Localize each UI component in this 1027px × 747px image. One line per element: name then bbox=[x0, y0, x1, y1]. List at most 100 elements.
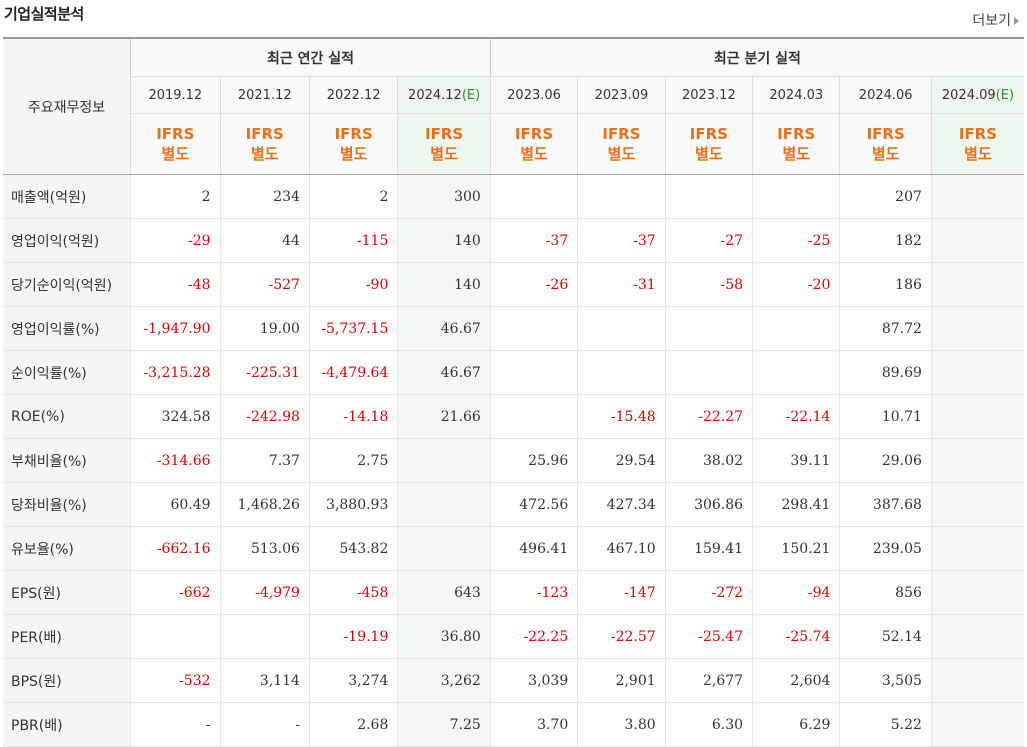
value-cell: -4,479.64 bbox=[308, 350, 398, 395]
value-cell: -25.47 bbox=[664, 614, 753, 659]
value-cell: 38.02 bbox=[664, 438, 753, 483]
value-cell: -19.19 bbox=[308, 614, 398, 659]
value-cell: 472.56 bbox=[489, 482, 578, 527]
value-cell: -25.74 bbox=[752, 614, 840, 659]
row-label: 순이익률(%) bbox=[3, 350, 131, 395]
value-cell: 3,880.93 bbox=[308, 482, 398, 527]
accounting-tag: IFRS 별도 bbox=[577, 113, 666, 175]
value-cell: 25.96 bbox=[489, 438, 578, 483]
value-cell: 324.58 bbox=[130, 394, 221, 439]
accounting-tag: IFRS 별도 bbox=[489, 113, 578, 175]
value-cell bbox=[489, 174, 578, 219]
value-cell bbox=[489, 394, 578, 439]
period-header: 2019.12 bbox=[130, 76, 221, 114]
accounting-tag: IFRS 별도 bbox=[752, 113, 840, 175]
value-cell bbox=[664, 350, 753, 395]
value-cell: -1,947.90 bbox=[130, 306, 221, 351]
value-cell: 29.06 bbox=[839, 438, 932, 483]
tag-ifrs: IFRS bbox=[156, 125, 195, 143]
period-label: 2024.12 bbox=[408, 87, 462, 103]
tag-separate: 별도 bbox=[430, 145, 458, 163]
value-cell: - bbox=[219, 702, 310, 747]
value-cell bbox=[752, 306, 840, 351]
value-cell: -31 bbox=[577, 262, 666, 307]
value-cell bbox=[489, 306, 578, 351]
row-label: ROE(%) bbox=[3, 394, 131, 439]
value-cell: 52.14 bbox=[839, 614, 932, 659]
value-cell: 496.41 bbox=[489, 526, 578, 571]
value-cell: 140 bbox=[397, 218, 491, 263]
value-cell: -662 bbox=[130, 570, 221, 615]
period-label: 2022.12 bbox=[326, 87, 381, 103]
value-cell bbox=[577, 306, 666, 351]
value-cell: 140 bbox=[397, 262, 491, 307]
value-cell: 467.10 bbox=[577, 526, 666, 571]
value-cell: 3,039 bbox=[489, 658, 578, 703]
value-cell: 643 bbox=[397, 570, 491, 615]
value-cell: -22.14 bbox=[752, 394, 840, 439]
table-row: EPS(원) -662 -4,979 -458 643 -123 -147 -272 -94 85… bbox=[3, 570, 1024, 615]
period-header: 2023.06 bbox=[489, 76, 578, 114]
more-link[interactable]: 더보기 bbox=[972, 10, 1019, 30]
period-header: 2024.12(E) bbox=[397, 76, 491, 114]
value-cell: -115 bbox=[308, 218, 398, 263]
accounting-tag: IFRS 별도 bbox=[130, 113, 221, 175]
value-cell bbox=[664, 174, 753, 219]
value-cell: -94 bbox=[752, 570, 840, 615]
tag-ifrs: IFRS bbox=[958, 125, 998, 143]
period-header: 2023.12 bbox=[664, 76, 753, 114]
value-cell: 427.34 bbox=[577, 482, 666, 527]
value-cell: 239.05 bbox=[839, 526, 932, 571]
value-cell: 234 bbox=[219, 174, 310, 219]
row-label: EPS(원) bbox=[3, 570, 131, 615]
accounting-tag: IFRS 별도 bbox=[839, 113, 932, 175]
value-cell bbox=[930, 702, 1024, 747]
value-cell: 36.80 bbox=[397, 614, 491, 659]
value-cell: 182 bbox=[839, 218, 932, 263]
value-cell: 6.30 bbox=[664, 702, 753, 747]
period-label: 2024.09 bbox=[941, 87, 996, 103]
value-cell: -532 bbox=[130, 658, 221, 703]
value-cell bbox=[930, 218, 1024, 263]
period-header: 2024.06 bbox=[839, 76, 932, 114]
value-cell: 2.68 bbox=[308, 702, 398, 747]
tag-separate: 별도 bbox=[250, 145, 279, 163]
value-cell: -242.98 bbox=[219, 394, 310, 439]
value-cell: -90 bbox=[308, 262, 398, 307]
financial-table: 주요재무정보 최근 연간 실적 최근 분기 실적 2019.12 2021.12 2022… bbox=[3, 37, 1024, 747]
period-header: 2024.09(E) bbox=[930, 76, 1024, 114]
value-cell: 21.66 bbox=[397, 394, 491, 439]
value-cell: 3,262 bbox=[397, 658, 491, 703]
row-label: 당좌비율(%) bbox=[3, 482, 131, 527]
period-header: 2021.12 bbox=[219, 76, 310, 114]
value-cell: 39.11 bbox=[752, 438, 840, 483]
accounting-tag: IFRS 별도 bbox=[308, 113, 398, 175]
value-cell: -225.31 bbox=[219, 350, 310, 395]
value-cell: 159.41 bbox=[664, 526, 753, 571]
value-cell bbox=[397, 438, 491, 483]
value-cell: -22.25 bbox=[489, 614, 578, 659]
value-cell bbox=[930, 306, 1024, 351]
row-label: PBR(배) bbox=[3, 702, 131, 747]
value-cell: -14.18 bbox=[308, 394, 398, 439]
value-cell: -5,737.15 bbox=[308, 306, 398, 351]
value-cell: -4,979 bbox=[219, 570, 310, 615]
value-cell: -48 bbox=[130, 262, 221, 307]
table-row: 부채비율(%) -314.66 7.37 2.75 25.96 29.54 38.02 39.… bbox=[3, 438, 1024, 483]
table-row: 매출액(억원) 2 234 2 300 207 bbox=[3, 174, 1024, 219]
value-cell: -22.57 bbox=[577, 614, 666, 659]
value-cell: 513.06 bbox=[219, 526, 310, 571]
value-cell: 5.22 bbox=[839, 702, 932, 747]
value-cell: 29.54 bbox=[577, 438, 666, 483]
row-label: 당기순이익(억원) bbox=[3, 262, 131, 307]
estimate-mark: (E) bbox=[995, 87, 1015, 103]
row-header: 주요재무정보 bbox=[3, 38, 131, 175]
row-label: BPS(원) bbox=[3, 658, 131, 703]
value-cell: -147 bbox=[577, 570, 666, 615]
value-cell: -20 bbox=[752, 262, 840, 307]
tag-ifrs: IFRS bbox=[602, 125, 641, 143]
value-cell bbox=[930, 262, 1024, 307]
value-cell bbox=[930, 394, 1024, 439]
value-cell: 298.41 bbox=[752, 482, 840, 527]
period-header: 2022.12 bbox=[308, 76, 398, 114]
